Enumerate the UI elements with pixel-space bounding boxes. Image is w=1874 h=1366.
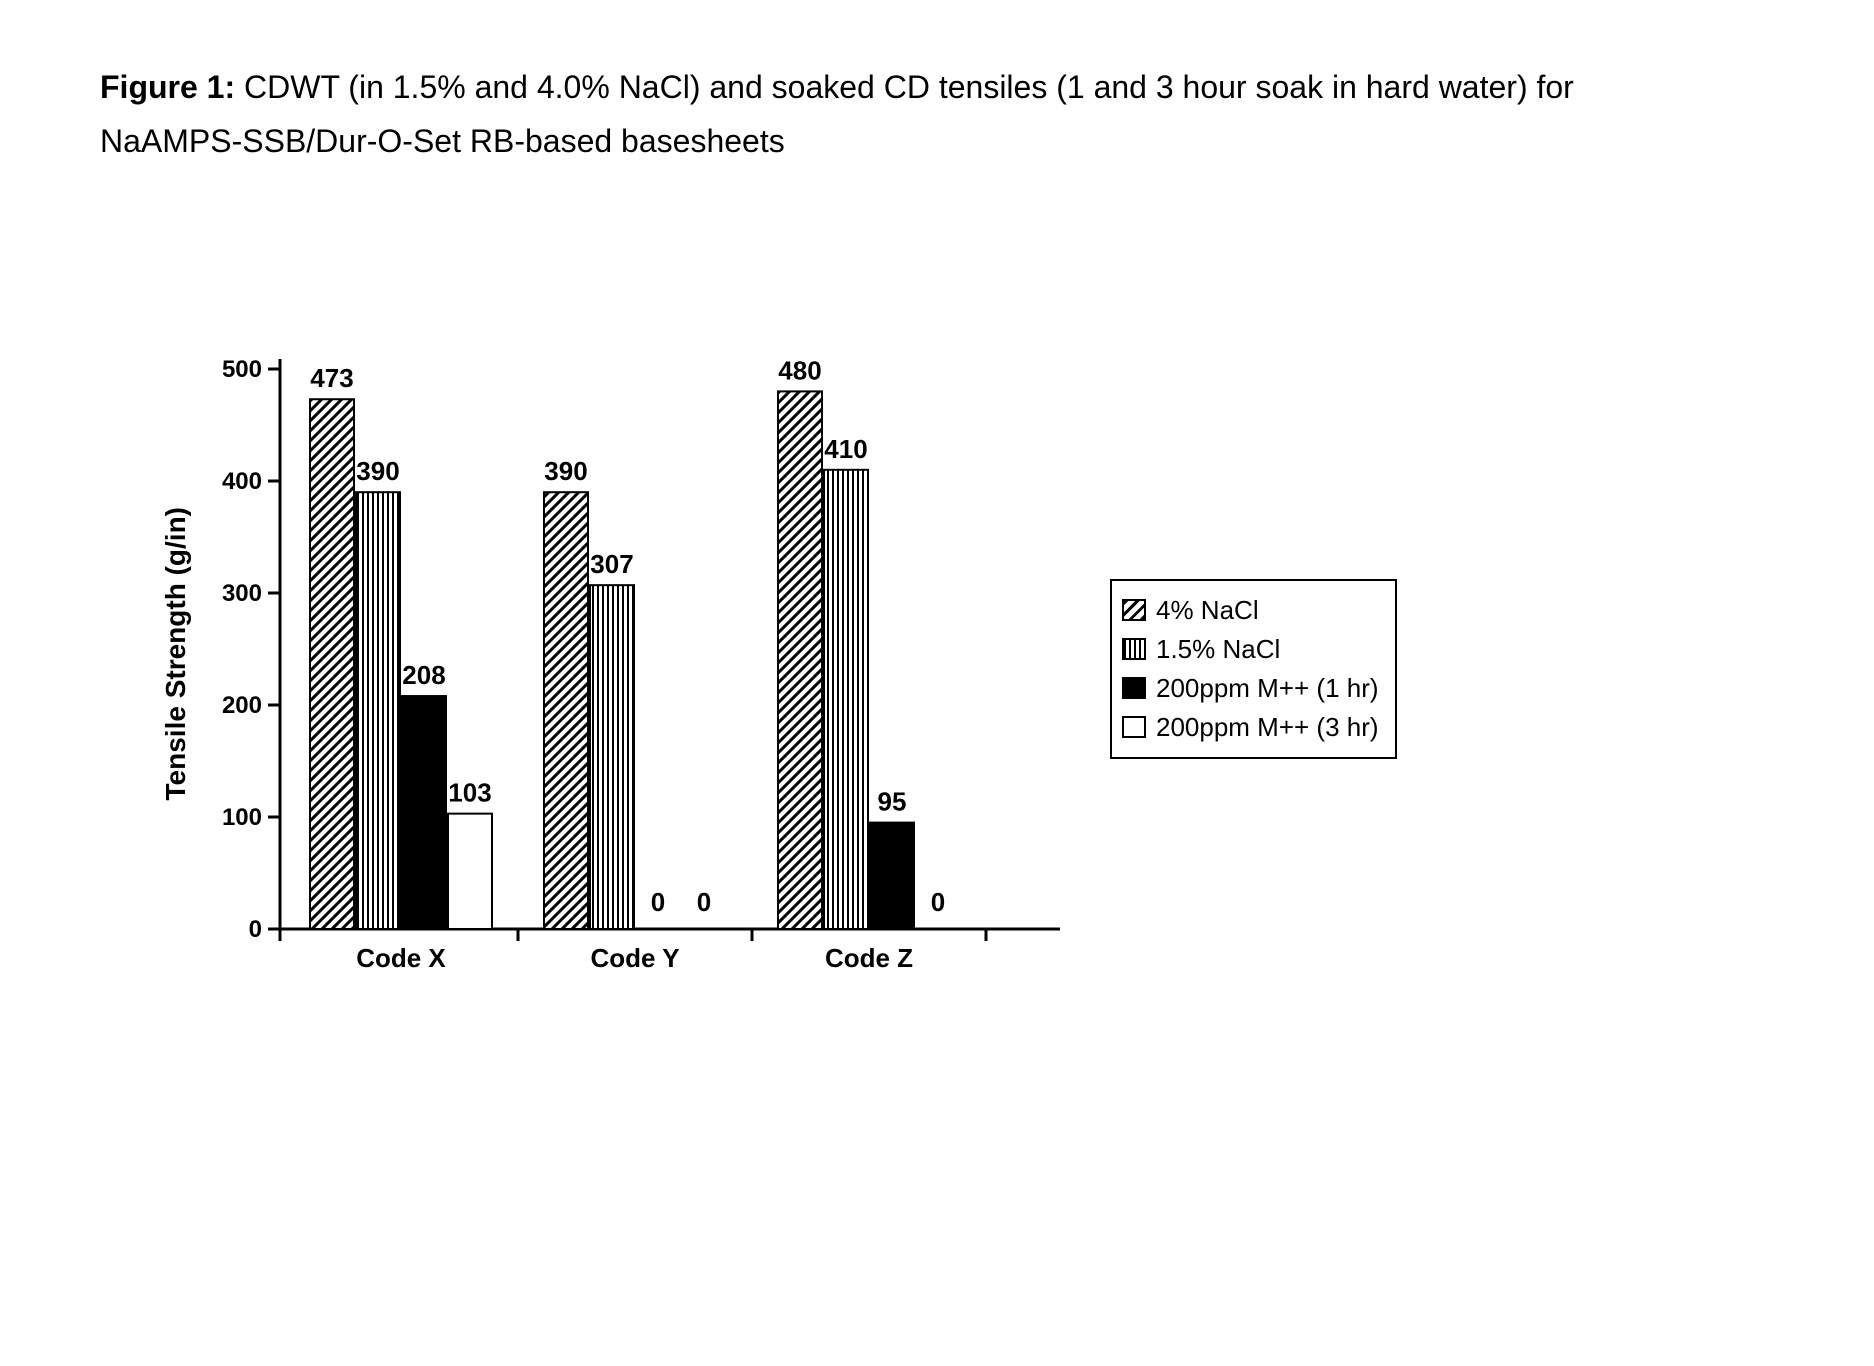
data-label: 0 bbox=[651, 887, 665, 917]
bar bbox=[448, 813, 492, 928]
legend-item: 4% NaCl bbox=[1122, 591, 1379, 630]
bar bbox=[544, 492, 588, 929]
bar bbox=[590, 585, 634, 929]
data-label: 208 bbox=[402, 660, 445, 690]
y-axis-label: Tensile Strength (g/in) bbox=[160, 507, 192, 800]
y-tick-label: 100 bbox=[222, 804, 262, 831]
legend-swatch bbox=[1122, 599, 1146, 621]
y-tick-label: 400 bbox=[222, 468, 262, 495]
legend-swatch bbox=[1122, 716, 1146, 738]
chart-container: Tensile Strength (g/in) 0 100 200 300 400 500… bbox=[160, 319, 1774, 989]
data-label: 307 bbox=[590, 549, 633, 579]
legend-item: 200ppm M++ (1 hr) bbox=[1122, 669, 1379, 708]
bar bbox=[870, 822, 914, 928]
legend-item: 1.5% NaCl bbox=[1122, 630, 1379, 669]
bar bbox=[310, 399, 354, 929]
data-label: 103 bbox=[448, 777, 491, 807]
data-label: 390 bbox=[544, 456, 587, 486]
y-tick-label: 200 bbox=[222, 692, 262, 719]
figure-caption: Figure 1: CDWT (in 1.5% and 4.0% NaCl) a… bbox=[100, 60, 1600, 169]
data-label: 473 bbox=[310, 363, 353, 393]
legend-label: 1.5% NaCl bbox=[1156, 630, 1280, 669]
data-label: 410 bbox=[824, 434, 867, 464]
y-tick-label: 0 bbox=[249, 916, 262, 943]
legend: 4% NaCl1.5% NaCl200ppm M++ (1 hr)200ppm … bbox=[1110, 579, 1397, 759]
chart-area: Tensile Strength (g/in) 0 100 200 300 400 500… bbox=[160, 319, 1070, 989]
data-label: 95 bbox=[878, 786, 907, 816]
y-tick-label: 300 bbox=[222, 580, 262, 607]
figure-caption-text: CDWT (in 1.5% and 4.0% NaCl) and soaked … bbox=[100, 69, 1574, 159]
bar bbox=[402, 696, 446, 929]
plot-area: 0 100 200 300 400 500 Code X 473 390 208 103 Code Y… bbox=[202, 319, 1070, 989]
y-tick-label: 500 bbox=[222, 356, 262, 383]
legend-label: 200ppm M++ (3 hr) bbox=[1156, 708, 1379, 747]
data-label: 480 bbox=[778, 355, 821, 385]
figure-label: Figure 1: bbox=[100, 69, 235, 105]
bar bbox=[356, 492, 400, 929]
legend-item: 200ppm M++ (3 hr) bbox=[1122, 708, 1379, 747]
bar bbox=[778, 391, 822, 929]
legend-label: 4% NaCl bbox=[1156, 591, 1259, 630]
legend-swatch bbox=[1122, 677, 1146, 699]
x-category-label: Code Y bbox=[590, 943, 679, 973]
legend-swatch bbox=[1122, 638, 1146, 660]
bar-chart: 0 100 200 300 400 500 Code X 473 390 208 103 Code Y… bbox=[202, 319, 1070, 989]
legend-label: 200ppm M++ (1 hr) bbox=[1156, 669, 1379, 708]
x-category-label: Code Z bbox=[825, 943, 913, 973]
x-category-label: Code X bbox=[356, 943, 446, 973]
data-label: 0 bbox=[931, 887, 945, 917]
data-label: 0 bbox=[697, 887, 711, 917]
data-label: 390 bbox=[356, 456, 399, 486]
bar bbox=[824, 470, 868, 929]
